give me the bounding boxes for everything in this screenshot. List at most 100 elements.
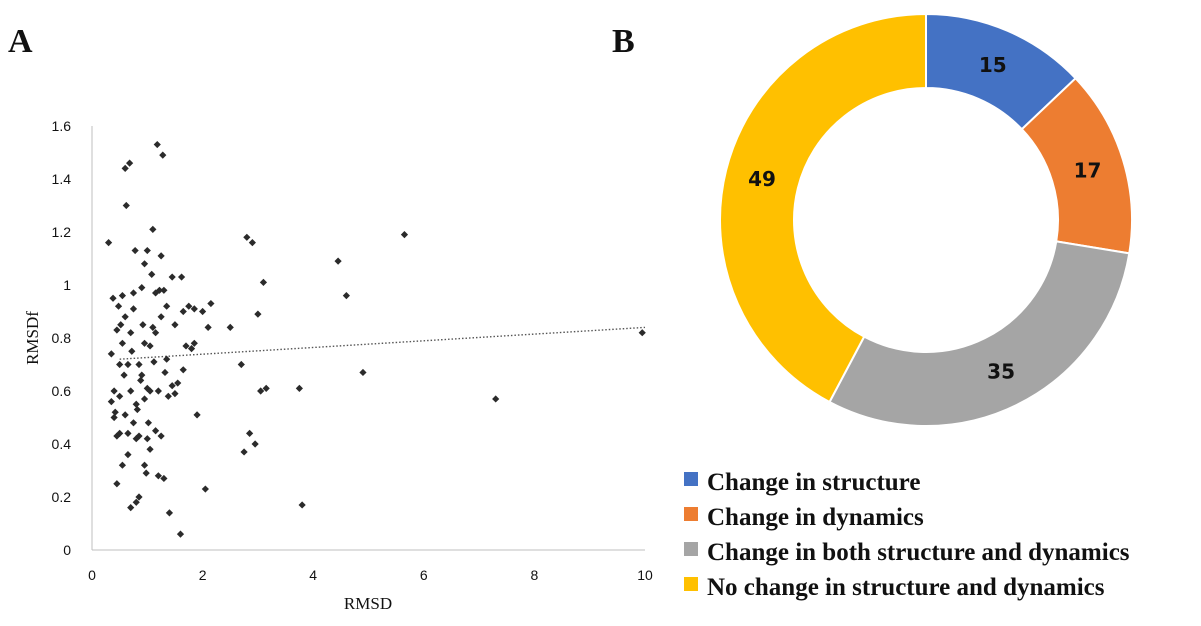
scatter-point (107, 398, 115, 406)
scatter-point (109, 294, 117, 302)
scatter-point (226, 323, 234, 331)
scatter-point (121, 164, 129, 172)
scatter-point (122, 201, 130, 210)
scatter-point (132, 498, 140, 506)
scatter-point (117, 321, 125, 329)
scatter-point (133, 405, 141, 414)
y-tick-label: 0.8 (52, 330, 72, 346)
legend: Change in structure Change in dynamics Cha… (684, 469, 1130, 601)
scatter-point (140, 395, 149, 403)
scatter-point (154, 387, 162, 395)
y-tick-label: 1.6 (52, 118, 72, 134)
scatter-point (151, 329, 160, 337)
scatter-plot: 0 2 4 6 8 10 0 0.2 0.4 0.6 0.8 1 1.2 1.4 1.6 RMSD RMS… (23, 118, 653, 613)
scatter-point (254, 310, 262, 318)
scatter-point (163, 302, 171, 310)
scatter-point (179, 366, 187, 374)
donut-slice-label: 49 (748, 167, 776, 191)
scatter-point (492, 395, 500, 403)
scatter-point (157, 432, 165, 440)
legend-swatch (684, 507, 698, 521)
scatter-point (168, 273, 176, 281)
scatter-points (104, 140, 646, 538)
scatter-point (201, 485, 209, 493)
scatter-point (359, 368, 367, 377)
donut-slice-labels: 15 17 35 49 (748, 53, 1101, 384)
scatter-point (638, 329, 646, 337)
x-axis-title: RMSD (344, 594, 392, 613)
y-tick-label: 1 (63, 277, 71, 293)
scatter-point (113, 480, 121, 488)
scatter-point (243, 233, 251, 241)
x-tick-label: 2 (199, 567, 207, 583)
scatter-point (126, 159, 134, 167)
scatter-point (154, 472, 162, 480)
scatter-point (295, 384, 303, 392)
scatter-point (129, 289, 138, 297)
scatter-point (149, 323, 157, 331)
scatter-point (159, 151, 167, 159)
scatter-point (118, 461, 127, 469)
scatter-point (127, 504, 135, 512)
scatter-point (124, 429, 132, 437)
scatter-point (132, 400, 140, 408)
scatter-point (174, 379, 182, 387)
scatter-point (160, 286, 168, 294)
scatter-point (248, 239, 256, 247)
scatter-point (148, 270, 156, 278)
scatter-point (185, 302, 193, 310)
scatter-point (127, 329, 135, 337)
scatter-point (146, 342, 154, 350)
scatter-point (129, 305, 138, 313)
scatter-point (193, 411, 201, 419)
trendline (119, 326, 646, 360)
scatter-point (118, 339, 127, 347)
scatter-point (131, 246, 139, 255)
scatter-point (121, 411, 129, 419)
scatter-point (163, 355, 171, 363)
scatter-point (129, 419, 138, 427)
scatter-point (298, 501, 306, 509)
scatter-point (204, 323, 212, 331)
scatter-point (138, 284, 146, 292)
scatter-point (164, 392, 172, 400)
scatter-point (161, 368, 169, 377)
scatter-point (107, 350, 115, 358)
scatter-point (124, 360, 132, 369)
scatter-point (259, 278, 268, 286)
donut-slice (719, 12, 927, 404)
scatter-point (113, 326, 121, 334)
x-tick-label: 8 (531, 567, 539, 583)
scatter-point (124, 451, 132, 459)
scatter-point (128, 347, 136, 355)
scatter-point (116, 360, 124, 369)
scatter-point (400, 231, 409, 239)
scatter-point (160, 474, 168, 483)
scatter-point (143, 435, 151, 443)
scatter-point (171, 321, 179, 329)
scatter-point (199, 307, 207, 316)
scatter-point (120, 371, 128, 379)
y-tick-label: 0.2 (52, 489, 72, 505)
scatter-point (143, 384, 151, 392)
donut-slices (719, 12, 1133, 427)
scatter-point (111, 408, 119, 416)
scatter-point (138, 371, 146, 379)
panel-a-label: A (8, 23, 33, 60)
scatter-point (342, 292, 350, 300)
scatter-point (104, 239, 113, 247)
scatter-point (246, 429, 254, 437)
scatter-point (155, 286, 164, 294)
scatter-point (144, 419, 153, 427)
scatter-point (334, 257, 342, 265)
scatter-point (116, 429, 124, 437)
scatter-point (139, 321, 147, 329)
scatter-point (190, 339, 198, 347)
scatter-point (171, 390, 179, 398)
scatter-point (121, 313, 129, 321)
scatter-point (151, 289, 160, 297)
x-tick-label: 0 (88, 567, 96, 583)
scatter-point (140, 260, 149, 268)
scatter-point (182, 342, 190, 350)
y-tick-label: 0.4 (52, 436, 72, 452)
